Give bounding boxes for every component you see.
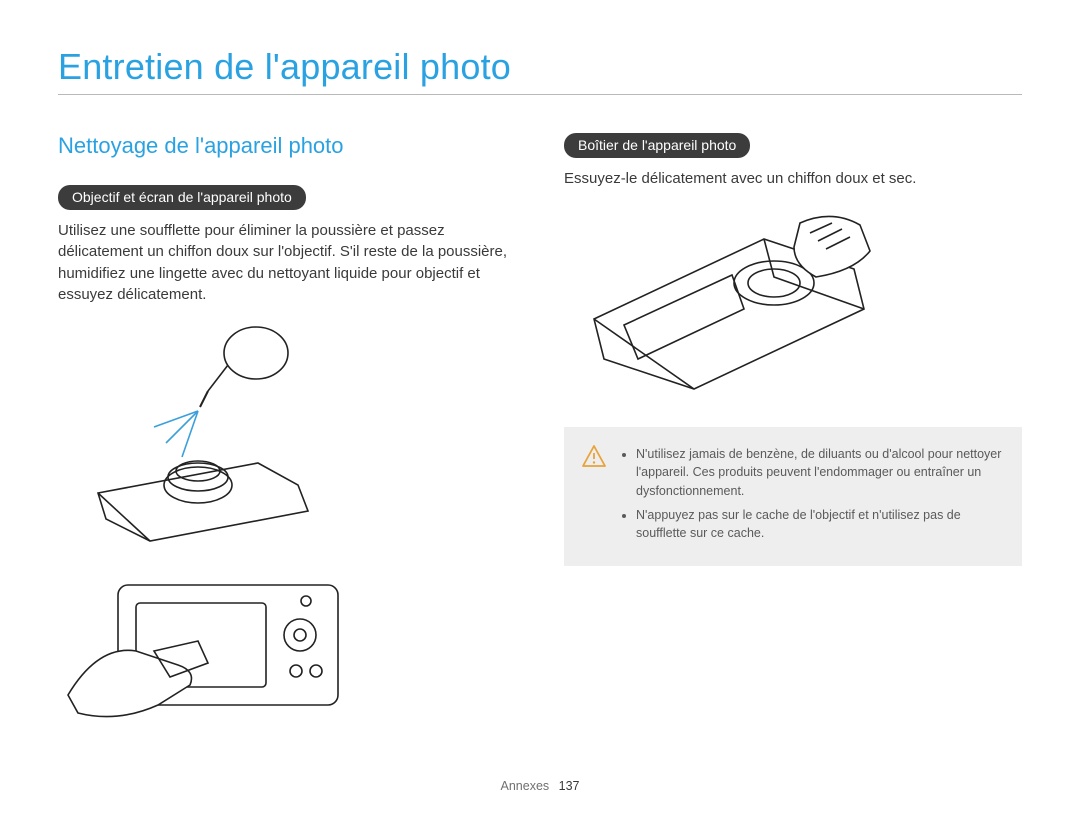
footer: Annexes 137	[0, 779, 1080, 793]
illustration-wipe-screen	[58, 555, 516, 735]
content-columns: Nettoyage de l'appareil photo Objectif e…	[58, 133, 1022, 735]
left-body-text: Utilisez une soufflette pour éliminer la…	[58, 220, 516, 305]
right-column: Boîtier de l'appareil photo Essuyez-le d…	[564, 133, 1022, 735]
illustration-blower	[58, 315, 516, 545]
illustration-wipe-body	[564, 199, 1022, 399]
warning-icon	[582, 445, 606, 548]
page-title: Entretien de l'appareil photo	[58, 46, 1022, 95]
section-title: Nettoyage de l'appareil photo	[58, 133, 516, 159]
warning-item: N'utilisez jamais de benzène, de diluant…	[636, 445, 1002, 499]
pill-body: Boîtier de l'appareil photo	[564, 133, 750, 158]
left-column: Nettoyage de l'appareil photo Objectif e…	[58, 133, 516, 735]
warning-list: N'utilisez jamais de benzène, de diluant…	[620, 445, 1002, 548]
pill-lens-screen: Objectif et écran de l'appareil photo	[58, 185, 306, 210]
warning-note: N'utilisez jamais de benzène, de diluant…	[564, 427, 1022, 566]
footer-page-number: 137	[559, 779, 580, 793]
right-body-text: Essuyez-le délicatement avec un chiffon …	[564, 168, 1022, 189]
footer-section-label: Annexes	[501, 779, 550, 793]
warning-item: N'appuyez pas sur le cache de l'objectif…	[636, 506, 1002, 542]
